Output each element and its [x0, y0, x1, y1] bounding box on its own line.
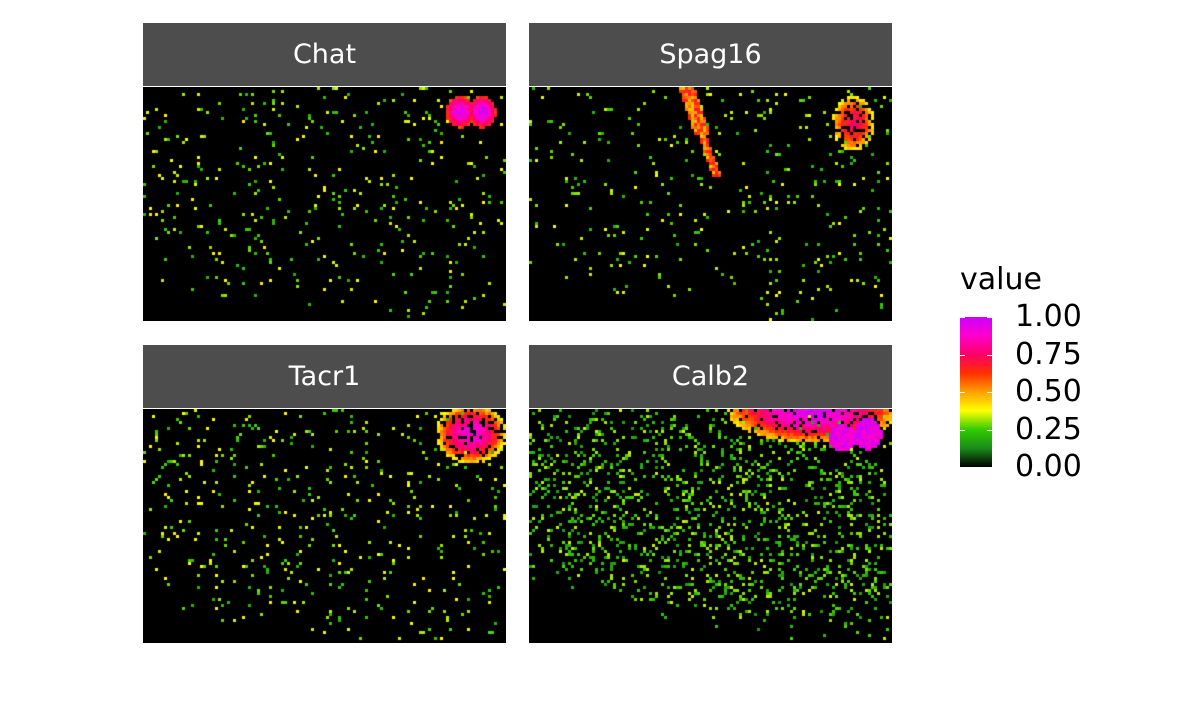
facet-strip-calb2: Calb2	[529, 345, 892, 408]
facet-title: Tacr1	[288, 361, 361, 392]
facet-plot-tacr1	[143, 409, 506, 643]
heatmap-canvas-chat	[143, 87, 506, 321]
legend-label: 1.00	[1015, 299, 1082, 334]
facet-strip-chat: Chat	[143, 23, 506, 86]
facet-plot-calb2	[529, 409, 892, 643]
legend-tick	[960, 392, 992, 393]
heatmap-canvas-spag16	[529, 87, 892, 321]
facet-title: Chat	[292, 39, 357, 70]
legend-label: 0.75	[1015, 336, 1082, 372]
legend-tick	[960, 467, 992, 468]
facet-title: Spag16	[659, 39, 762, 70]
facet-panel-calb2: Calb2	[529, 345, 892, 643]
facet-panel-chat: Chat	[143, 23, 506, 321]
facet-plot-chat	[143, 87, 506, 321]
legend-label: 0.00	[1015, 449, 1082, 484]
facet-strip-tacr1: Tacr1	[143, 345, 506, 408]
facet-panel-tacr1: Tacr1	[143, 345, 506, 643]
facet-panel-spag16: Spag16	[529, 23, 892, 321]
legend-tick	[960, 429, 992, 431]
facet-title: Calb2	[671, 361, 750, 392]
facet-strip-spag16: Spag16	[529, 23, 892, 86]
heatmap-canvas-tacr1	[143, 409, 506, 643]
legend-tick	[960, 317, 992, 318]
legend-label: 0.50	[1015, 374, 1082, 409]
facet-plot-spag16	[529, 87, 892, 321]
legend-colorbar	[960, 317, 992, 467]
heatmap-canvas-calb2	[529, 409, 892, 643]
legend-label: 0.25	[1015, 411, 1082, 447]
legend-title: value	[960, 262, 1042, 297]
legend-tick	[960, 354, 992, 356]
